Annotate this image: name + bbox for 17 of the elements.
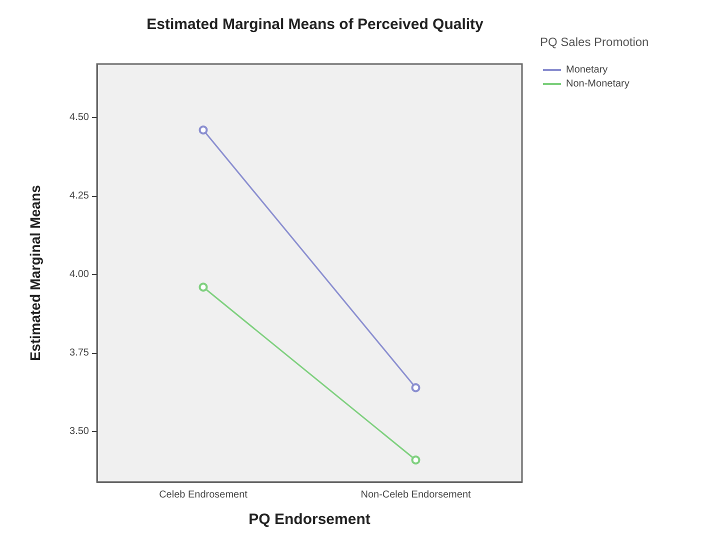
chart-title: Estimated Marginal Means of Perceived Quality [146,16,484,33]
legend-title: PQ Sales Promotion [540,35,649,49]
x-tick-label: Celeb Endrosement [159,490,248,500]
legend-label: Monetary [566,64,608,76]
y-tick-label: 3.50 [70,426,90,438]
legend-label: Non-Monetary [566,78,630,90]
y-axis-title: Estimated Marginal Means [27,184,43,361]
y-tick-label: 4.50 [70,112,90,123]
x-tick-label: Non-Celeb Endorsement [360,490,471,500]
y-tick-label: 4.25 [70,190,90,202]
point [198,126,208,134]
y-tick-label: 4.00 [70,269,90,280]
point [411,456,420,464]
x-axis-title: PQ Endorsement [248,511,370,528]
point [198,282,208,292]
point [411,383,420,392]
y-tick-label: 3.75 [70,348,90,359]
